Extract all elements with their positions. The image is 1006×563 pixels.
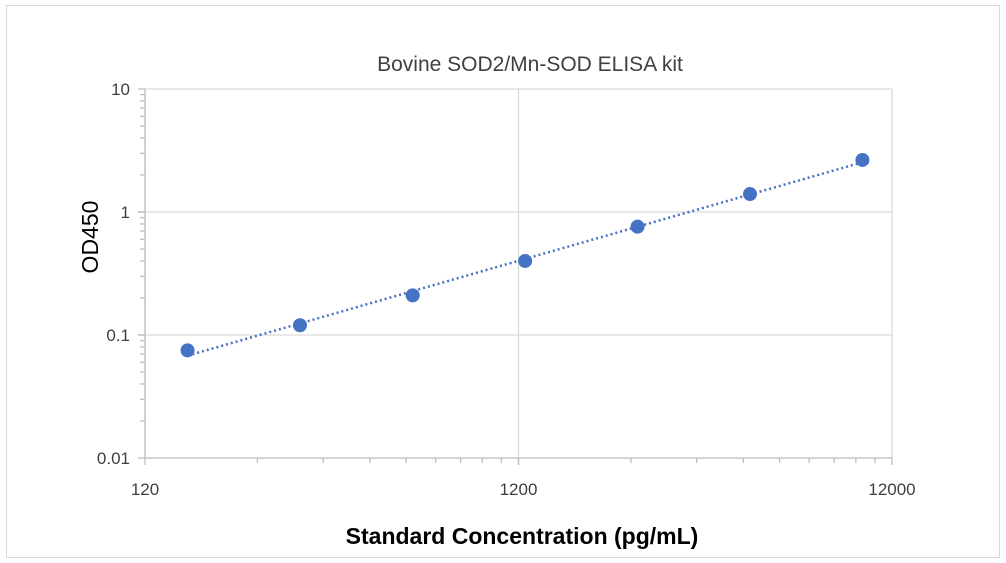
y-tick-label: 1 <box>121 203 130 222</box>
axes <box>138 88 893 465</box>
x-tick-label: 12000 <box>868 480 915 499</box>
x-tick-label: 1200 <box>500 480 538 499</box>
data-point <box>630 219 645 234</box>
gridlines <box>144 88 893 459</box>
data-point <box>742 187 757 202</box>
data-point <box>180 343 195 358</box>
y-tick-label: 0.01 <box>97 449 130 468</box>
y-tick-label: 10 <box>111 80 130 99</box>
x-tick-labels: 120 1200 12000 <box>131 480 916 499</box>
data-point <box>292 318 307 333</box>
chart-title: Bovine SOD2/Mn-SOD ELISA kit <box>377 53 683 76</box>
data-points <box>180 152 870 358</box>
y-tick-label: 0.1 <box>106 326 130 345</box>
y-tick-labels: 10 1 0.1 0.01 <box>97 80 130 468</box>
x-tick-label: 120 <box>131 480 159 499</box>
x-axis-label: Standard Concentration (pg/mL) <box>346 523 699 549</box>
chart-frame <box>6 5 1000 558</box>
data-point <box>518 253 533 268</box>
data-point <box>405 288 420 303</box>
data-point <box>855 152 870 167</box>
y-axis-label: OD450 <box>77 201 103 274</box>
